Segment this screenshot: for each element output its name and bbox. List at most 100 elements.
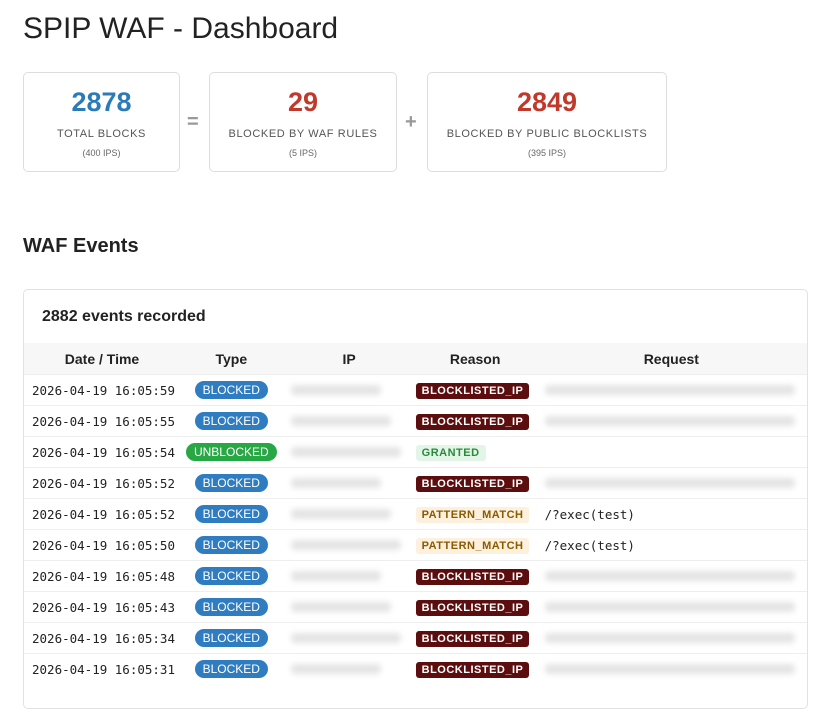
event-request: /?exec(test): [534, 529, 807, 561]
event-request: [534, 560, 807, 592]
event-ip: [282, 560, 416, 592]
event-type: BLOCKED: [180, 591, 283, 623]
event-row: 2026-04-19 16:05:54 UNBLOCKED GRANTED: [24, 436, 807, 468]
request-redacted: [544, 415, 795, 426]
operator: +: [405, 111, 417, 133]
event-row: 2026-04-19 16:05:34 BLOCKED BLOCKLISTED_IP: [24, 622, 807, 654]
column-header: Type: [180, 343, 283, 375]
event-ip: [282, 374, 416, 406]
event-ip: [282, 622, 416, 654]
column-header: IP: [282, 343, 416, 375]
reason-badge: BLOCKLISTED_IP: [415, 600, 530, 616]
request-redacted: [544, 570, 795, 581]
type-badge: BLOCKED: [194, 598, 268, 616]
event-row: 2026-04-19 16:05:50 BLOCKED PATTERN_MATCH /…: [24, 529, 807, 561]
section-title: WAF Events: [23, 235, 139, 257]
event-reason: BLOCKLISTED_IP: [415, 591, 535, 623]
event-date: 2026-04-19 16:05:52: [24, 498, 180, 530]
ip-redacted: [290, 385, 381, 395]
event-date: 2026-04-19 16:05:48: [24, 560, 180, 592]
type-badge: BLOCKED: [194, 536, 268, 554]
event-ip: [282, 467, 416, 499]
event-request: [534, 591, 807, 623]
events-count: 2882 events recorded: [42, 308, 206, 325]
event-type: BLOCKED: [180, 560, 283, 592]
stat-card: 2878 TOTAL BLOCKS (400 IPS): [23, 72, 180, 172]
column-header: Date / Time: [24, 343, 180, 375]
ip-redacted: [290, 602, 391, 612]
page-title: SPIP WAF - Dashboard: [23, 12, 339, 45]
event-row: 2026-04-19 16:05:55 BLOCKED BLOCKLISTED_IP: [24, 405, 807, 437]
header-row: Date / Time Type IP Reason Request: [24, 343, 807, 375]
reason-badge: BLOCKLISTED_IP: [415, 383, 530, 399]
ip-redacted: [290, 447, 401, 457]
event-ip: [282, 529, 416, 561]
event-type: BLOCKED: [180, 374, 283, 406]
type-badge: BLOCKED: [194, 660, 268, 678]
type-badge: UNBLOCKED: [185, 443, 277, 461]
events-panel: 2882 events recorded Date / Time Type IP Re…: [23, 289, 808, 709]
table-body: 2026-04-19 16:05:59 BLOCKED BLOCKLISTED_IP…: [24, 374, 807, 684]
event-ip: [282, 591, 416, 623]
reason-badge: GRANTED: [415, 445, 486, 461]
reason-badge: BLOCKLISTED_IP: [415, 569, 530, 585]
event-date: 2026-04-19 16:05:59: [24, 374, 180, 406]
reason-badge: BLOCKLISTED_IP: [415, 631, 530, 647]
event-date: 2026-04-19 16:05:31: [24, 653, 180, 684]
event-reason: BLOCKLISTED_IP: [415, 622, 535, 654]
event-row: 2026-04-19 16:05:52 BLOCKED BLOCKLISTED_IP: [24, 467, 807, 499]
event-date: 2026-04-19 16:05:54: [24, 436, 180, 468]
reason-badge: PATTERN_MATCH: [415, 538, 530, 554]
stat-value: 2849: [516, 87, 578, 117]
event-row: 2026-04-19 16:05:31 BLOCKED BLOCKLISTED_IP: [24, 653, 807, 684]
operator: =: [187, 111, 199, 133]
ip-redacted: [290, 571, 381, 581]
event-ip: [282, 405, 416, 437]
event-request: [534, 374, 807, 406]
event-row: 2026-04-19 16:05:59 BLOCKED BLOCKLISTED_IP: [24, 374, 807, 406]
event-date: 2026-04-19 16:05:55: [24, 405, 180, 437]
stat-value: 2878: [71, 87, 132, 117]
reason-badge: BLOCKLISTED_IP: [415, 662, 530, 678]
event-reason: BLOCKLISTED_IP: [415, 560, 535, 592]
stat-card: 29 BLOCKED BY WAF RULES (5 IPS): [209, 72, 397, 172]
event-type: BLOCKED: [180, 467, 283, 499]
column-header: Request: [534, 343, 807, 375]
reason-badge: PATTERN_MATCH: [415, 507, 530, 523]
event-request: [534, 622, 807, 654]
type-badge: BLOCKED: [194, 505, 268, 523]
ip-redacted: [290, 633, 401, 643]
event-reason: BLOCKLISTED_IP: [415, 653, 535, 684]
stat-label: BLOCKED BY WAF RULES: [228, 128, 378, 140]
ip-redacted: [290, 478, 381, 488]
request-redacted: [544, 384, 795, 395]
event-request: [534, 653, 807, 684]
event-reason: BLOCKLISTED_IP: [415, 374, 535, 406]
stat-sub: (5 IPS): [288, 148, 317, 158]
event-ip: [282, 653, 416, 684]
type-badge: BLOCKED: [194, 567, 268, 585]
stat-sub: (395 IPS): [527, 148, 567, 158]
event-request: [534, 405, 807, 437]
stat-sub: (400 IPS): [82, 148, 121, 158]
reason-badge: BLOCKLISTED_IP: [415, 476, 530, 492]
event-type: UNBLOCKED: [180, 436, 283, 468]
event-ip: [282, 498, 416, 530]
stat-label: TOTAL BLOCKS: [57, 128, 146, 140]
request-redacted: [544, 477, 795, 488]
reason-badge: BLOCKLISTED_IP: [415, 414, 530, 430]
event-ip: [282, 436, 416, 468]
events-table: Date / Time Type IP Reason Request 2026-04-1…: [24, 343, 807, 684]
event-request: /?exec(test): [534, 498, 807, 530]
ip-redacted: [290, 664, 381, 674]
type-badge: BLOCKED: [194, 412, 268, 430]
event-reason: GRANTED: [415, 436, 535, 468]
event-row: 2026-04-19 16:05:52 BLOCKED PATTERN_MATCH /…: [24, 498, 807, 530]
event-date: 2026-04-19 16:05:52: [24, 467, 180, 499]
event-type: BLOCKED: [180, 622, 283, 654]
ip-redacted: [290, 416, 391, 426]
event-type: BLOCKED: [180, 498, 283, 530]
request-redacted: [544, 601, 795, 612]
event-date: 2026-04-19 16:05:34: [24, 622, 180, 654]
event-request: [534, 436, 807, 468]
